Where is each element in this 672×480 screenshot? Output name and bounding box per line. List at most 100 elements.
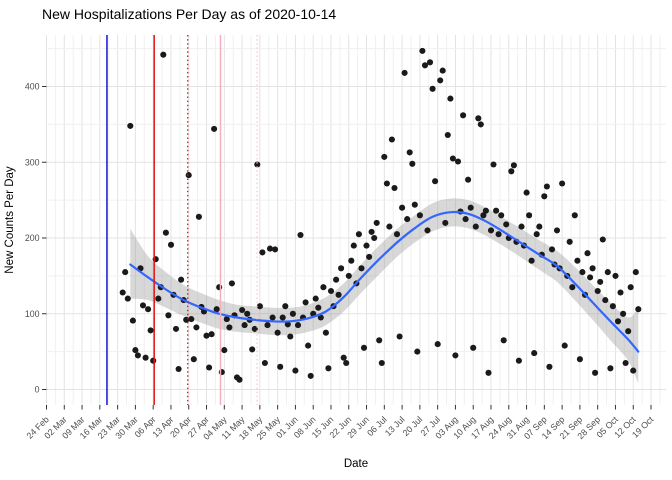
data-point: [528, 257, 535, 264]
y-tick-labels: 0 100 200 300 400: [25, 82, 40, 395]
data-point: [333, 276, 340, 283]
data-point: [416, 212, 423, 219]
data-point: [406, 149, 413, 156]
data-point: [630, 367, 637, 374]
data-point: [465, 176, 472, 183]
data-point: [221, 347, 228, 354]
data-point: [165, 312, 172, 319]
data-point: [399, 204, 406, 211]
data-point: [467, 204, 474, 211]
data-point: [335, 291, 342, 298]
data-point: [454, 158, 462, 165]
data-point: [533, 231, 540, 238]
data-point: [376, 337, 383, 344]
data-point: [388, 136, 395, 143]
data-point: [363, 242, 370, 249]
data-point: [493, 207, 500, 214]
data-point: [127, 122, 134, 129]
data-point: [178, 276, 185, 283]
data-point: [490, 161, 497, 168]
data-point: [561, 342, 568, 349]
data-point: [216, 284, 223, 291]
data-point: [272, 246, 279, 253]
data-point: [574, 257, 581, 264]
data-point: [132, 347, 139, 354]
data-point: [612, 272, 619, 279]
data-point: [396, 333, 403, 340]
data-point: [226, 324, 233, 331]
data-point: [584, 250, 591, 257]
data-point: [393, 231, 401, 238]
data-point: [249, 346, 256, 353]
data-point: [515, 357, 522, 364]
data-point: [477, 121, 484, 128]
data-point: [175, 365, 182, 373]
data-point: [317, 314, 324, 321]
data-point: [294, 322, 302, 329]
data-point: [312, 295, 319, 302]
data-point: [411, 201, 418, 208]
data-point: [211, 125, 218, 132]
data-point: [279, 314, 286, 321]
data-point: [510, 162, 517, 169]
data-point: [345, 272, 352, 279]
data-point: [305, 342, 312, 349]
data-point: [526, 212, 533, 219]
data-point: [266, 245, 274, 252]
data-point: [160, 51, 167, 58]
smooth-line: [129, 210, 640, 353]
data-point: [368, 228, 375, 235]
data-point: [167, 241, 175, 248]
data-point: [475, 115, 482, 122]
data-point: [569, 284, 576, 291]
data-point: [523, 189, 530, 196]
data-point: [355, 231, 362, 238]
data-point: [597, 278, 604, 285]
data-point: [277, 363, 284, 370]
data-point: [594, 287, 601, 295]
data-point: [559, 180, 566, 187]
gridlines: [46, 35, 666, 405]
data-point: [122, 269, 129, 276]
data-point: [437, 77, 444, 84]
data-point: [269, 314, 276, 321]
data-point: [419, 47, 426, 54]
data-point: [254, 161, 261, 168]
data-point: [426, 59, 434, 66]
data-point: [531, 350, 538, 357]
data-point: [261, 359, 268, 367]
data-point: [340, 354, 347, 361]
data-point: [302, 299, 309, 306]
data-point: [536, 223, 543, 230]
data-point: [421, 62, 429, 69]
data-point: [414, 348, 421, 355]
data-point: [607, 365, 614, 372]
data-point: [566, 238, 573, 245]
data-point: [429, 85, 436, 92]
data-point: [139, 302, 147, 309]
data-point: [404, 216, 411, 223]
data-point: [587, 274, 594, 281]
data-point: [381, 153, 388, 160]
data-point: [620, 310, 627, 317]
data-point: [482, 207, 489, 214]
data-point: [546, 363, 553, 370]
data-point: [553, 227, 561, 234]
data-point: [150, 357, 157, 364]
data-point: [124, 295, 131, 302]
data-point: [190, 356, 197, 363]
data-point: [485, 369, 492, 376]
x-axis-title: Date: [344, 458, 368, 470]
data-point: [625, 328, 632, 335]
data-point: [195, 213, 202, 220]
scatter-points: [119, 47, 642, 383]
data-point: [274, 329, 281, 336]
data-point: [401, 69, 408, 76]
data-point: [223, 316, 230, 323]
y-tick-label: 400: [25, 82, 40, 92]
data-point: [604, 269, 611, 276]
confidence-ribbon: [130, 198, 639, 384]
data-point: [142, 354, 149, 361]
data-point: [256, 303, 263, 310]
